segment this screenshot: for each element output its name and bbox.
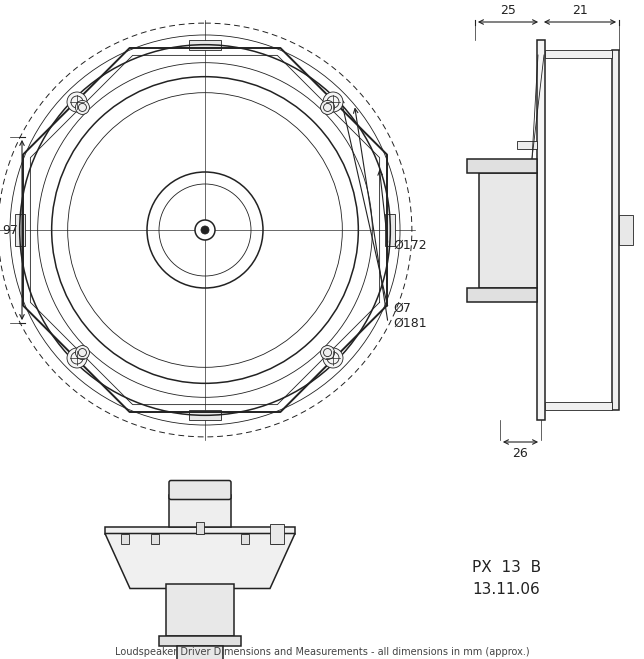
- Bar: [517, 140, 537, 148]
- Circle shape: [321, 100, 335, 115]
- Circle shape: [75, 345, 90, 360]
- Bar: [271, 534, 279, 544]
- Bar: [537, 40, 545, 420]
- Text: 26: 26: [513, 447, 528, 460]
- Circle shape: [323, 92, 343, 112]
- Circle shape: [75, 100, 90, 115]
- Text: Loudspeaker Driver Dimensions and Measurements - all dimensions in mm (approx.): Loudspeaker Driver Dimensions and Measur…: [115, 647, 529, 657]
- Text: 21: 21: [572, 4, 588, 17]
- Text: 13.11.06: 13.11.06: [472, 583, 540, 598]
- Bar: [196, 521, 204, 534]
- Bar: [612, 50, 619, 410]
- Bar: [479, 173, 537, 287]
- Bar: [241, 534, 249, 544]
- Polygon shape: [189, 40, 221, 49]
- Bar: [545, 50, 612, 58]
- Bar: [619, 215, 633, 245]
- Polygon shape: [105, 534, 295, 588]
- Bar: [270, 524, 284, 544]
- Text: PX  13  B: PX 13 B: [472, 559, 541, 575]
- Text: 97: 97: [2, 223, 18, 237]
- Bar: [169, 494, 231, 527]
- Circle shape: [67, 348, 87, 368]
- Text: Ø181: Ø181: [393, 316, 426, 330]
- Text: Ø7: Ø7: [393, 302, 411, 314]
- Text: Ø172: Ø172: [393, 239, 426, 252]
- Text: 25: 25: [500, 4, 516, 17]
- Bar: [159, 635, 241, 646]
- Bar: [467, 287, 537, 302]
- Bar: [467, 159, 537, 173]
- Bar: [545, 402, 612, 410]
- FancyBboxPatch shape: [169, 480, 231, 500]
- Polygon shape: [189, 411, 221, 420]
- Circle shape: [321, 345, 335, 360]
- Bar: [166, 583, 234, 635]
- Bar: [151, 534, 159, 544]
- Circle shape: [67, 92, 87, 112]
- Bar: [121, 534, 129, 544]
- Circle shape: [195, 220, 215, 240]
- Circle shape: [323, 348, 343, 368]
- Polygon shape: [385, 214, 395, 246]
- Bar: [177, 646, 223, 659]
- Circle shape: [201, 226, 209, 234]
- Polygon shape: [15, 214, 24, 246]
- Bar: [105, 527, 295, 534]
